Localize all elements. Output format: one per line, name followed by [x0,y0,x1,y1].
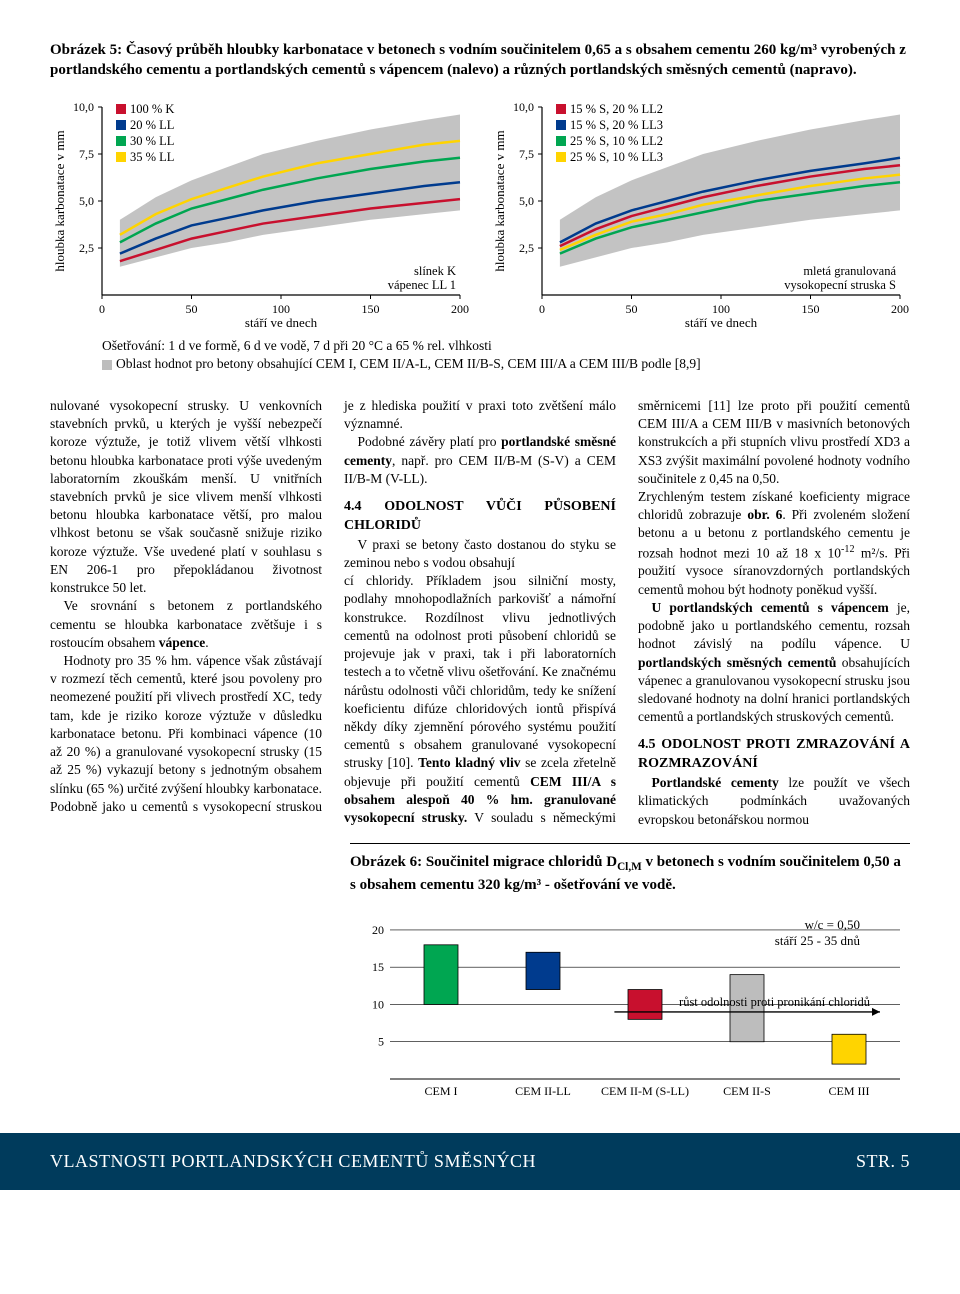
svg-text:200: 200 [891,302,909,316]
svg-text:100: 100 [272,302,290,316]
svg-text:vysokopecní struska S: vysokopecní struska S [784,278,896,292]
heading-4-5: 4.5 ODOLNOST PROTI ZMRAZOVÁNÍ A ROZMRAZO… [638,736,910,774]
svg-text:10,0: 10,0 [513,100,534,114]
footer-title: VLASTNOSTI PORTLANDSKÝCH CEMENTŮ SMĚSNÝC… [50,1149,536,1173]
figure5-note-band: Oblast hodnot pro betony obsahující CEM … [116,356,701,371]
svg-text:hloubka karbonatace v mm: hloubka karbonatace v mm [492,130,507,271]
svg-text:10,0: 10,0 [73,100,94,114]
body-p: V praxi se betony často dostanou do styk… [344,536,616,572]
svg-text:50: 50 [186,302,198,316]
body-p: Podobné závěry platí pro portlandské smě… [344,433,616,488]
svg-text:25 % S, 10 % LL3: 25 % S, 10 % LL3 [570,150,663,164]
svg-text:15 % S, 20 % LL2: 15 % S, 20 % LL2 [570,102,663,116]
body-p: Portlandské cementy lze použít ve všech … [638,774,910,829]
svg-text:CEM II-M (S-LL): CEM II-M (S-LL) [601,1084,689,1098]
figure6-caption: Obrázek 6: Součinitel migrace chloridů D… [350,852,910,895]
svg-text:růst odolnosti proti pronikání: růst odolnosti proti pronikání chloridů [679,995,871,1009]
svg-text:vápenec LL 1: vápenec LL 1 [388,278,456,292]
svg-text:20: 20 [372,923,384,937]
svg-text:CEM III: CEM III [829,1084,870,1098]
svg-text:hloubka karbonatace v mm: hloubka karbonatace v mm [52,130,67,271]
svg-text:w/c = 0,50: w/c = 0,50 [805,917,860,932]
svg-text:25 % S, 10 % LL2: 25 % S, 10 % LL2 [570,134,663,148]
heading-4-4: 4.4 ODOLNOST VŮČI PŮSOBENÍ CHLORIDŮ [344,498,616,536]
svg-text:10: 10 [372,998,384,1012]
svg-text:2,5: 2,5 [519,241,534,255]
svg-text:slínek K: slínek K [414,264,456,278]
body-p: nulované vysokopecní strusky. U venkovní… [50,397,322,597]
svg-text:stáří ve dnech: stáří ve dnech [245,315,318,329]
svg-text:20 % LL: 20 % LL [130,118,174,132]
svg-text:150: 150 [362,302,380,316]
svg-text:0: 0 [539,302,545,316]
body-p: U portlandských cementů s vápencem je, p… [638,599,910,727]
svg-text:CEM I: CEM I [425,1084,458,1098]
svg-text:CEM II-LL: CEM II-LL [515,1084,571,1098]
svg-text:0: 0 [99,302,105,316]
svg-text:7,5: 7,5 [519,147,534,161]
svg-text:CEM II-S: CEM II-S [723,1084,771,1098]
svg-text:30 % LL: 30 % LL [130,134,174,148]
band-swatch-icon [102,360,112,370]
svg-text:15 % S, 20 % LL3: 15 % S, 20 % LL3 [570,118,663,132]
figure5-right-chart: 2,5 5,0 7,5 10,0 0 50 100 150 200 stáří ve dnech h… [490,99,910,329]
svg-text:stáří 25 - 35 dnů: stáří 25 - 35 dnů [775,933,861,948]
svg-text:5,0: 5,0 [79,194,94,208]
svg-text:100 % K: 100 % K [130,102,174,116]
svg-text:200: 200 [451,302,469,316]
svg-text:35 % LL: 35 % LL [130,150,174,164]
svg-text:15: 15 [372,960,384,974]
footer-page: STR. 5 [856,1149,910,1173]
body-columns: nulované vysokopecní strusky. U venkovní… [50,397,910,829]
body-p: Zrychleným testem získané koeficienty mi… [638,488,910,599]
page-footer: VLASTNOSTI PORTLANDSKÝCH CEMENTŮ SMĚSNÝC… [0,1133,960,1189]
svg-text:mletá granulovaná: mletá granulovaná [803,264,896,278]
svg-text:2,5: 2,5 [79,241,94,255]
figure5-notes: Ošetřování: 1 d ve formě, 6 d ve vodě, 7… [102,337,910,373]
figure5-note-curing: Ošetřování: 1 d ve formě, 6 d ve vodě, 7… [102,337,910,355]
svg-text:150: 150 [802,302,820,316]
figure5-charts: 2,5 5,0 7,5 10,0 0 50 100 150 200 stáří ve dnech h… [50,99,910,329]
figure5-left-chart: 2,5 5,0 7,5 10,0 0 50 100 150 200 stáří ve dnech h… [50,99,470,329]
svg-text:5,0: 5,0 [519,194,534,208]
body-p: Ve srovnání s betonem z portlandského ce… [50,597,322,652]
svg-text:100: 100 [712,302,730,316]
figure6-chart: 5 10 15 20 CEM I CEM II-LL CEM II-M (S-LL) CEM … [350,905,910,1105]
svg-text:7,5: 7,5 [79,147,94,161]
svg-text:stáří ve dnech: stáří ve dnech [685,315,758,329]
figure6: Obrázek 6: Součinitel migrace chloridů D… [350,843,910,1105]
svg-text:5: 5 [378,1035,384,1049]
figure5-caption: Obrázek 5: Časový průběh hloubky karbona… [50,40,910,81]
svg-text:50: 50 [626,302,638,316]
